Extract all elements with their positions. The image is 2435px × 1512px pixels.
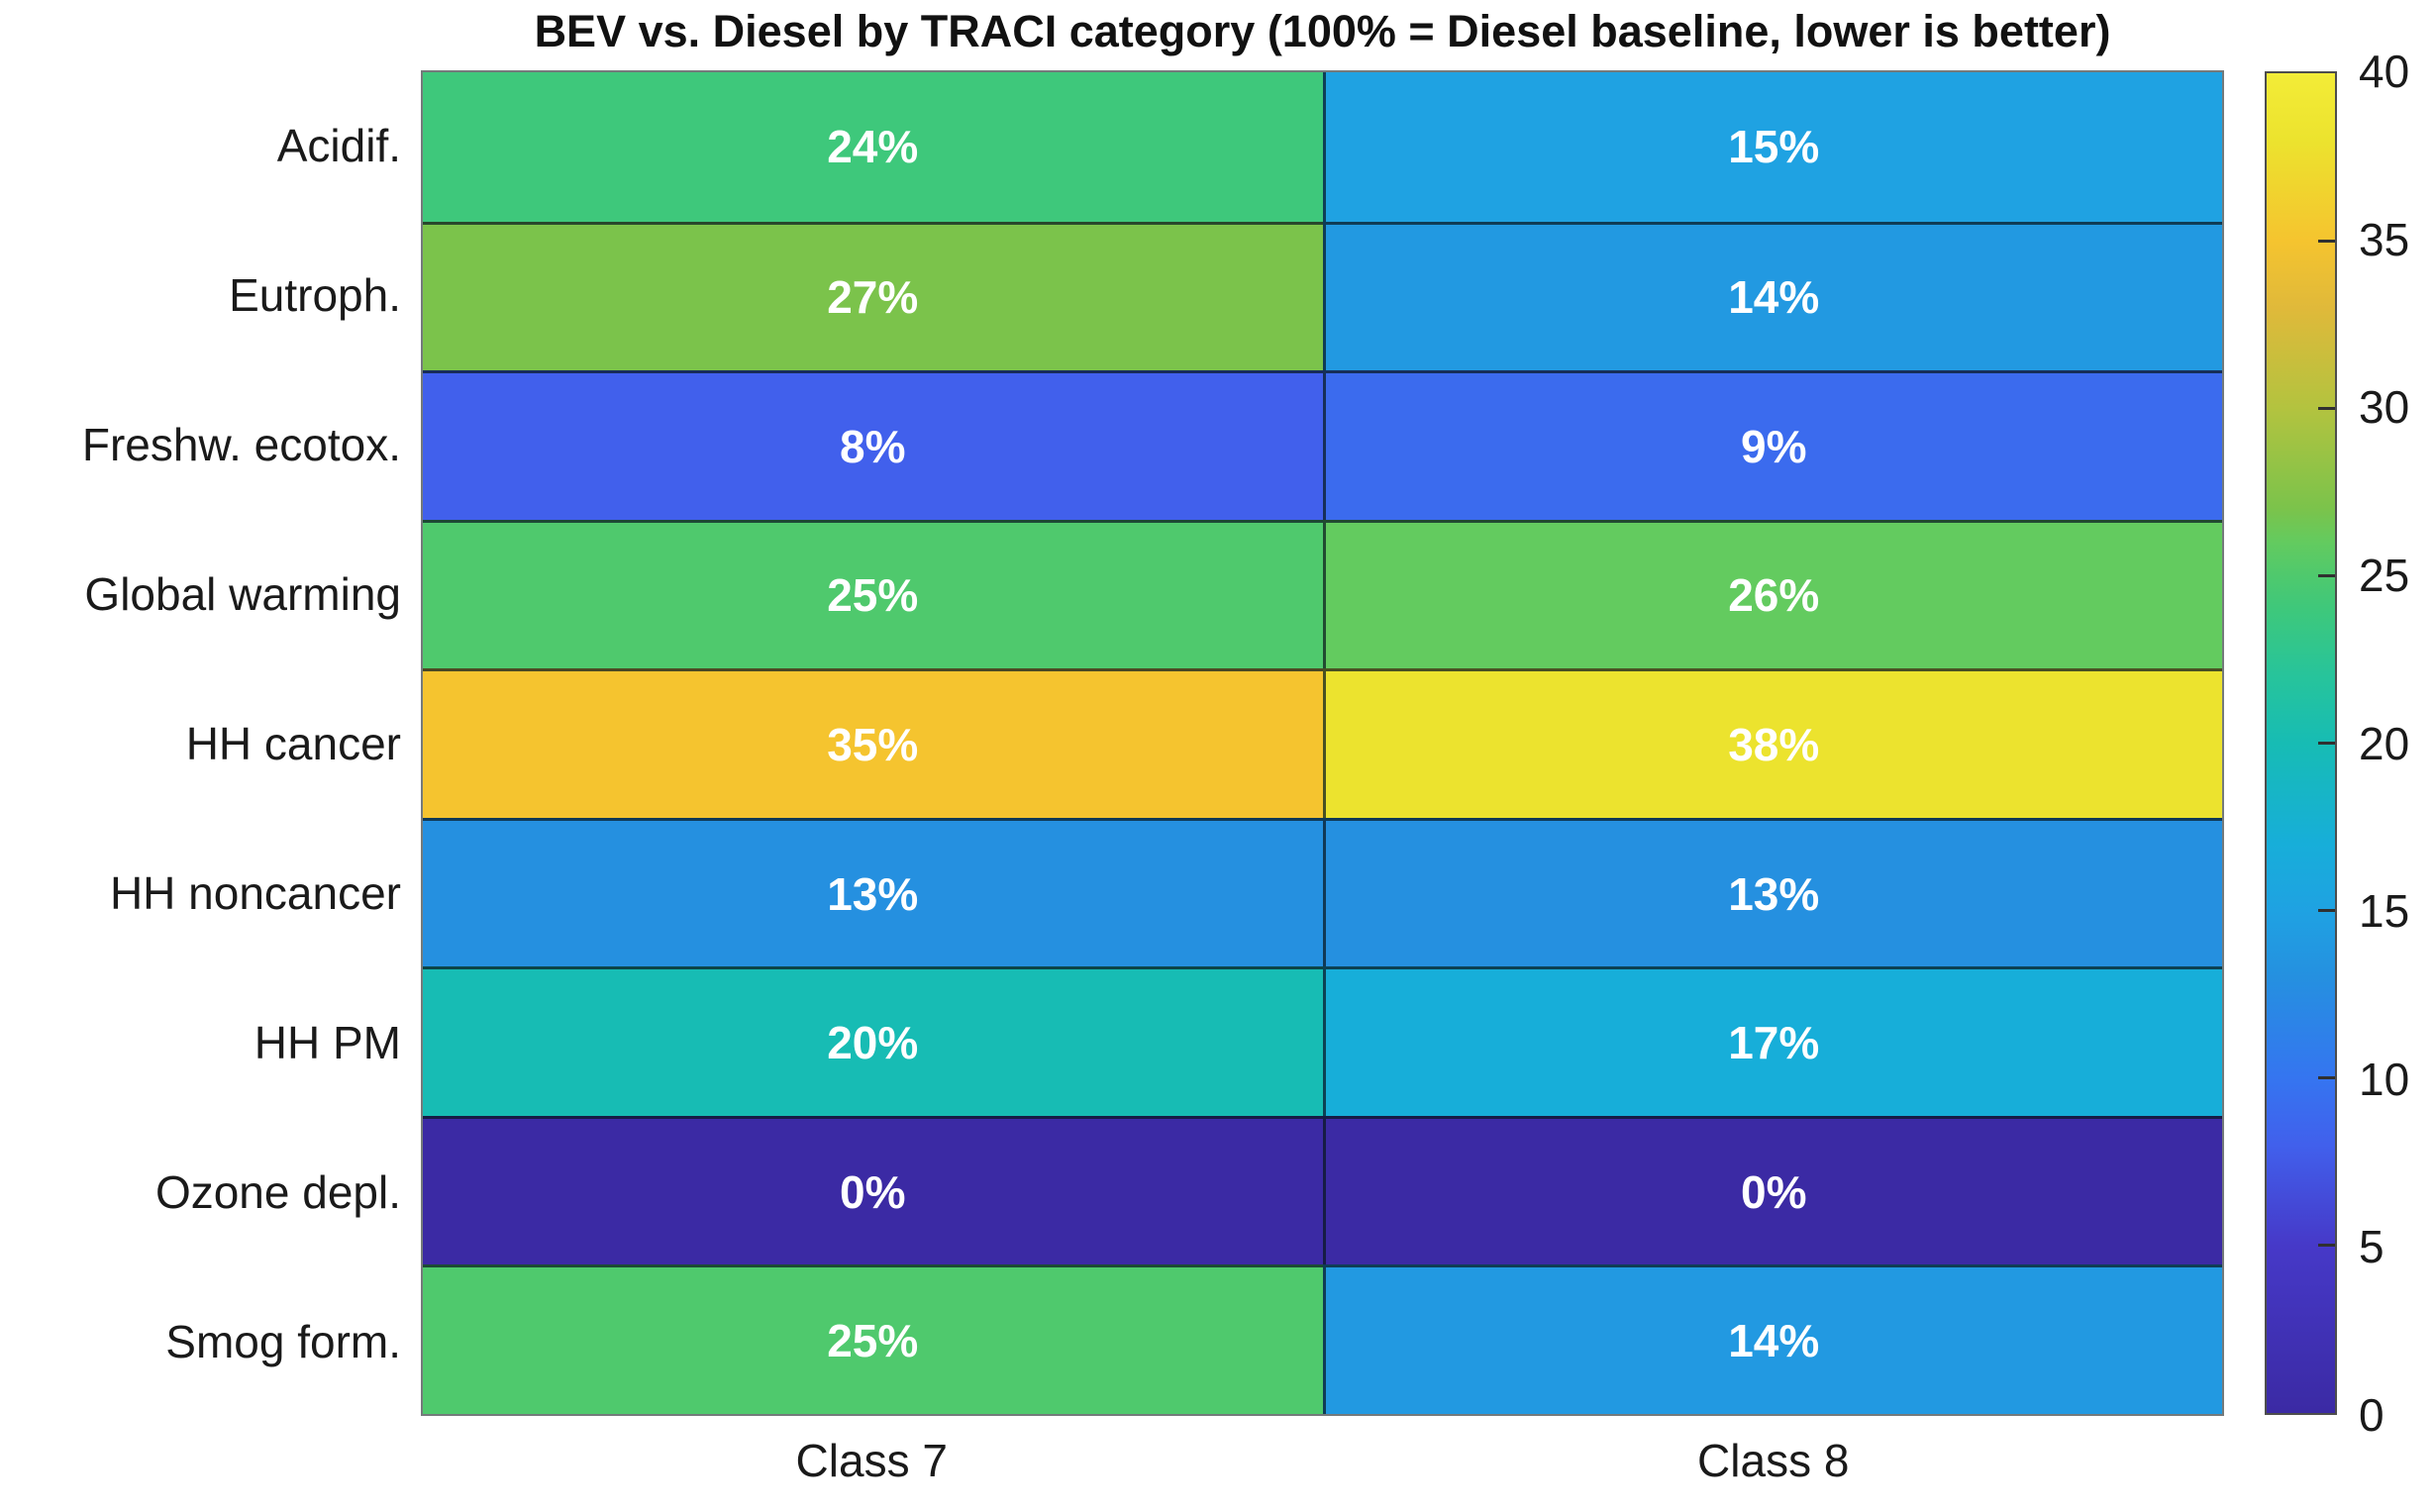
heatmap-cell: 25% xyxy=(423,519,1323,669)
row-label: Ozone depl. xyxy=(154,1165,401,1218)
row-label: Eutroph. xyxy=(229,268,401,321)
colorbar-tick xyxy=(2318,742,2335,745)
colorbar-tick-label: 5 xyxy=(2359,1221,2384,1273)
colorbar-tick-label: 35 xyxy=(2359,213,2410,265)
cell-value: 9% xyxy=(1741,420,1807,472)
colorbar-tick xyxy=(2318,909,2335,913)
heatmap-cell: 27% xyxy=(423,221,1323,371)
colorbar-tick-label: 10 xyxy=(2359,1053,2410,1105)
cell-value: 35% xyxy=(827,718,919,770)
cell-value: 15% xyxy=(1728,121,1820,173)
colorbar-tick-label: 15 xyxy=(2359,885,2410,938)
row-label: HH PM xyxy=(254,1016,401,1068)
heatmap-cell: 35% xyxy=(423,668,1323,818)
row-label: Smog form. xyxy=(165,1315,401,1367)
colorbar-gradient xyxy=(2267,73,2335,1413)
row-label: Freshw. ecotox. xyxy=(81,418,401,470)
cell-value: 13% xyxy=(827,867,919,920)
colorbar-tick xyxy=(2318,573,2335,577)
colorbar xyxy=(2265,71,2337,1415)
colorbar-tick xyxy=(2318,406,2335,410)
heatmap-cell: 20% xyxy=(423,966,1323,1116)
cell-value: 25% xyxy=(827,1315,919,1367)
colorbar-tick xyxy=(2318,239,2335,243)
heatmap-cell: 15% xyxy=(1322,72,2222,222)
colorbar-tick-label: 0 xyxy=(2359,1389,2384,1441)
cell-value: 25% xyxy=(827,569,919,622)
cell-value: 13% xyxy=(1728,867,1820,920)
heatmap-cell: 25% xyxy=(423,1264,1323,1414)
colorbar-tick-label: 20 xyxy=(2359,717,2410,769)
column-label: Class 8 xyxy=(1697,1435,1850,1486)
heatmap-cell: 14% xyxy=(1322,1264,2222,1414)
x-axis-labels: Class 7 Class 8 xyxy=(421,1434,2224,1487)
chart-title: BEV vs. Diesel by TRACI category (100% =… xyxy=(534,6,2111,56)
cell-value: 14% xyxy=(1728,271,1820,324)
heatmap-cell: 38% xyxy=(1322,668,2222,818)
cell-value: 27% xyxy=(827,271,919,324)
heatmap-grid: 24% 15% 27% 14% 8% 9% 25% 26% 35% 38% 13% 13% 20% 17%… xyxy=(421,70,2224,1416)
heatmap-cell: 17% xyxy=(1322,966,2222,1116)
cell-value: 38% xyxy=(1728,718,1820,770)
heatmap-cell: 0% xyxy=(423,1115,1323,1265)
heatmap-cell: 13% xyxy=(423,817,1323,967)
colorbar-tick-label: 40 xyxy=(2359,46,2410,97)
colorbar-tick xyxy=(2318,1244,2335,1248)
cell-value: 17% xyxy=(1728,1017,1820,1069)
heatmap-cell: 24% xyxy=(423,72,1323,222)
cell-value: 24% xyxy=(827,121,919,173)
cell-value: 20% xyxy=(827,1017,919,1069)
heatmap-cell: 9% xyxy=(1322,370,2222,520)
colorbar-tick-label: 25 xyxy=(2359,549,2410,601)
colorbar-tick xyxy=(2318,1076,2335,1080)
heatmap-cell: 14% xyxy=(1322,221,2222,371)
y-axis-labels: Acidif. Eutroph. Freshw. ecotox. Global war… xyxy=(0,70,401,1416)
column-label: Class 7 xyxy=(795,1435,948,1486)
cell-value: 26% xyxy=(1728,569,1820,622)
heatmap-cell: 13% xyxy=(1322,817,2222,967)
heatmap-cell: 8% xyxy=(423,370,1323,520)
row-label: HH cancer xyxy=(185,717,401,769)
heatmap-cell: 26% xyxy=(1322,519,2222,669)
colorbar-tick-label: 30 xyxy=(2359,381,2410,434)
cell-value: 14% xyxy=(1728,1315,1820,1367)
cell-value: 8% xyxy=(840,420,906,472)
heatmap-cell: 0% xyxy=(1322,1115,2222,1265)
cell-value: 0% xyxy=(1741,1165,1807,1218)
row-label: Global warming xyxy=(84,567,401,620)
cell-value: 0% xyxy=(840,1165,906,1218)
row-label: HH noncancer xyxy=(109,866,401,919)
row-label: Acidif. xyxy=(276,119,401,171)
